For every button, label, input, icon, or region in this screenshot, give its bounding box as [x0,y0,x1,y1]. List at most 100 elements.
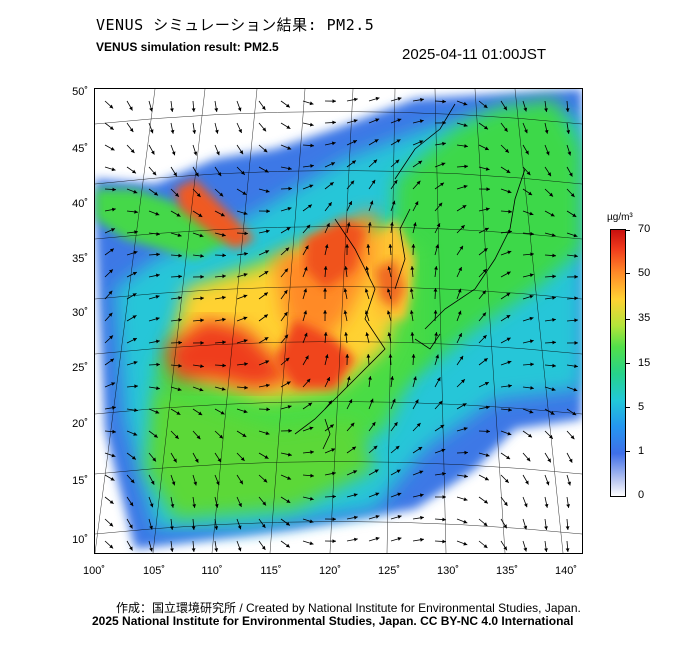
wind-arrow-head [387,332,392,337]
wind-arrow-head [395,159,400,164]
wind-arrow-head [529,294,534,299]
wind-arrow-head [397,537,402,541]
wind-arrow-head [288,186,292,191]
wind-arrow-head [176,411,181,415]
wind-arrow-head [420,97,424,102]
wind-arrow-head [303,266,308,271]
wind-arrow-head [573,233,578,238]
wind-arrow-head [129,106,133,111]
wind-arrow-head [353,493,358,497]
wind-arrow-head [463,101,468,106]
wind-arrow-head [331,448,336,452]
wind-arrow-head [156,362,160,367]
wind-arrow-head [266,209,270,214]
wind-arrow-head [570,193,575,197]
wind-arrow-head [442,121,446,125]
lat-label-15: 15˚ [72,475,88,487]
lon-label-120: 120˚ [318,565,342,577]
wind-arrow-head [264,337,269,341]
wind-arrow-head [442,495,446,499]
wind-arrow-head [506,271,511,276]
wind-arrow-head [461,379,465,384]
wind-arrow-head [287,207,292,211]
wind-arrow-head [112,429,116,434]
wind-arrow-head [284,268,288,273]
wind-arrow-head [547,458,551,463]
wind-arrow-head [109,544,114,549]
wind-arrow-head [170,129,175,134]
lon-label-130: 130˚ [436,565,460,577]
wind-arrow-head [109,126,114,130]
wind-arrow-head [178,318,182,322]
wind-arrow-head [262,501,266,506]
wind-arrow-head [221,387,226,391]
wind-arrow-head [309,426,314,431]
wind-arrow-head [524,129,528,134]
wind-arrow-head [134,408,138,412]
wind-arrow-head [110,358,114,363]
wind-arrow-head [261,524,266,528]
wind-arrow-head [433,310,438,314]
wind-arrow-head [387,288,391,293]
wind-arrow-head [508,407,512,412]
wind-arrow-head [265,229,270,234]
wind-arrow-head [192,504,196,508]
wind-arrow-head [354,537,358,542]
wind-arrow-head [440,182,444,187]
wind-arrow-head [567,481,571,486]
lat-label-50: 50˚ [72,86,88,98]
wind-arrow-head [283,290,288,294]
wind-arrow-head [463,427,468,431]
lon-label-140: 140˚ [554,565,578,577]
wind-arrow-head [331,141,336,146]
wind-arrow-head [156,232,160,236]
wind-arrow-head [566,504,570,508]
wind-arrow-head [486,187,490,192]
wind-arrow-head [463,184,468,189]
wind-arrow-head [438,400,443,405]
wind-arrow-head [508,229,512,234]
wind-arrow-head [149,129,154,134]
wind-arrow-head [329,424,334,429]
wind-arrow-head [397,118,402,123]
wind-arrow-head [196,435,201,440]
wind-arrow-head [507,189,512,194]
colorbar-label-1: 1 [638,445,645,457]
wind-arrow-head [243,409,248,414]
wind-arrow-head [222,363,226,368]
wind-arrow-head [485,207,490,212]
wind-arrow-head [200,318,204,323]
wind-arrow-head [285,357,290,362]
wind-arrow-head [308,402,313,407]
wind-arrow-head [411,244,416,248]
wind-arrow-head [222,317,226,322]
wind-arrow-head [221,233,226,237]
wind-arrow-head [132,293,137,297]
wind-arrow-head [462,403,467,407]
wind-arrow-head [306,224,311,229]
wind-arrow-head [463,541,468,546]
wind-arrow-head [305,245,309,250]
wind-arrow-head [287,476,292,480]
wind-arrow-head [415,399,419,404]
wind-arrow-head [263,314,268,319]
wind-arrow-head [134,384,138,389]
lat-label-35: 35˚ [72,253,88,265]
wind-arrow-head [506,293,511,297]
lon-label-110: 110˚ [201,565,223,577]
wind-arrow-head [365,266,370,271]
wind-arrow-head [150,480,155,485]
wind-arrow-head [530,386,534,390]
wind-arrow-head [283,312,288,316]
wind-arrow-head [154,191,158,196]
wind-arrow-head [222,274,226,279]
wind-arrow-head [309,101,314,106]
wind-arrow-head [346,376,351,381]
wind-arrow-head [573,387,578,392]
wind-arrow-head [529,211,534,216]
wind-arrow-head [344,266,348,270]
wind-arrow-head [285,103,290,108]
wind-arrow-head [178,274,182,279]
wind-arrow-head [375,515,380,519]
wind-arrow-head [286,125,291,129]
